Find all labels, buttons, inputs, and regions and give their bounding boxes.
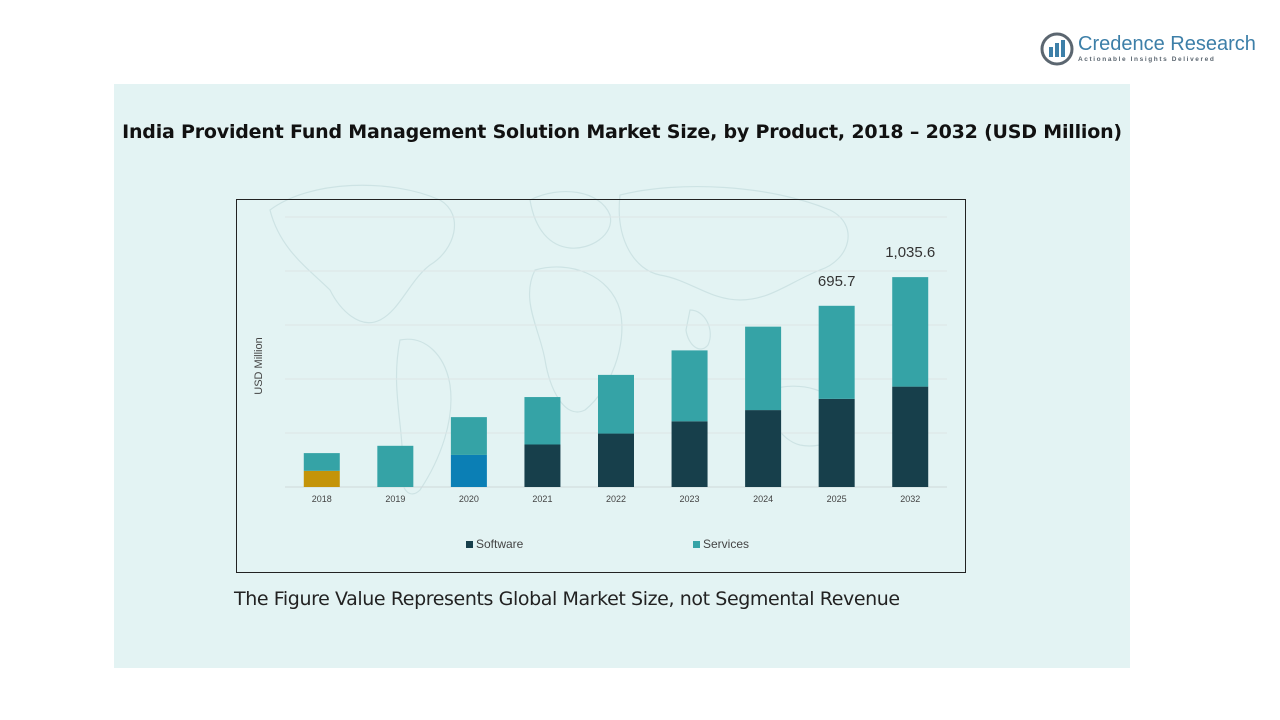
brand-logo: Credence Research Actionable Insights De…: [1040, 32, 1260, 68]
bar-software-2020: [450, 454, 487, 487]
legend-item-software: Software: [466, 537, 523, 551]
bar-services-2025: [818, 305, 855, 399]
bar-services-2018: [303, 453, 340, 471]
bar-software-2025: [818, 398, 855, 487]
legend-label-services: Services: [703, 537, 750, 551]
x-tick-label-2025: 2025: [827, 494, 847, 504]
chart-legend: Software Services: [0, 537, 1280, 553]
brand-name: Credence Research: [1078, 33, 1256, 55]
x-tick-label-2018: 2018: [312, 494, 332, 504]
bar-software-2023: [671, 421, 708, 487]
bar-services-2032: [892, 277, 929, 387]
bar-services-2019: [377, 445, 414, 487]
legend-label-software: Software: [476, 537, 524, 551]
bar-software-2022: [598, 433, 634, 487]
x-tick-label-2023: 2023: [680, 494, 700, 504]
chart-title: India Provident Fund Management Solution…: [122, 121, 1122, 143]
footnote: The Figure Value Represents Global Marke…: [234, 588, 900, 610]
x-tick-label-2021: 2021: [532, 494, 552, 504]
bar-services-2023: [671, 350, 708, 422]
credence-logo-icon: [1040, 32, 1074, 66]
bar-software-2032: [892, 386, 929, 487]
legend-swatch-services: [693, 540, 700, 548]
x-tick-label-2019: 2019: [385, 494, 405, 504]
bar-services-2024: [745, 326, 782, 411]
x-tick-label-2032: 2032: [900, 494, 920, 504]
legend-item-services: Services: [693, 537, 749, 551]
data-label-2032: 1,035.6: [885, 244, 935, 261]
x-tick-label-2022: 2022: [606, 494, 626, 504]
bar-software-2021: [524, 444, 561, 487]
bar-services-2020: [450, 417, 487, 455]
bar-software-2024: [745, 410, 782, 487]
y-axis-label: USD Million: [253, 337, 265, 395]
bar-software-2018: [303, 470, 340, 487]
legend-swatch-software: [466, 540, 473, 548]
data-label-2025: 695.7: [818, 273, 856, 290]
x-tick-label-2024: 2024: [753, 494, 773, 504]
x-tick-label-2020: 2020: [459, 494, 479, 504]
brand-tagline: Actionable Insights Delivered: [1078, 56, 1216, 63]
chart-area: 2018 2019 2020 2021 2022 2023 2024 2025 695.7 203…: [236, 199, 966, 573]
bar-chart: 2018 2019 2020 2021 2022 2023 2024 2025 695.7 203…: [285, 216, 947, 504]
bar-services-2021: [524, 397, 561, 445]
bar-services-2022: [598, 374, 634, 434]
